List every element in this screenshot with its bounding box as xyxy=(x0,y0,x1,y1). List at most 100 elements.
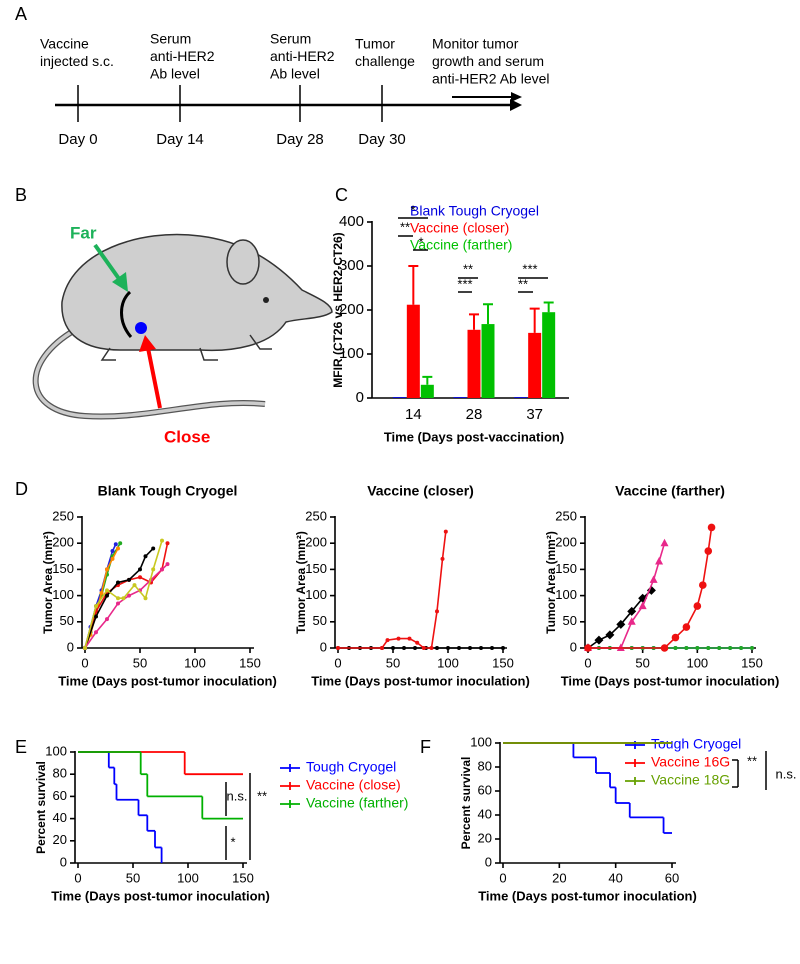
marker xyxy=(501,646,505,650)
marker xyxy=(83,646,87,650)
close-arrow xyxy=(146,347,162,409)
marker xyxy=(655,557,664,565)
marker xyxy=(479,646,483,650)
y-tick-label: 200 xyxy=(305,535,327,550)
legend-label: Vaccine (closer) xyxy=(410,220,509,236)
marker xyxy=(138,575,142,580)
x-tick-label: 0 xyxy=(499,870,506,885)
y-tick-label: 400 xyxy=(339,213,364,230)
event-label: anti-HER2 Ab level xyxy=(432,71,550,87)
marker xyxy=(94,614,98,619)
marker xyxy=(143,596,148,601)
y-tick-label: 250 xyxy=(555,508,577,523)
close-label: Close xyxy=(164,427,210,446)
error-bar xyxy=(408,265,419,305)
marker xyxy=(165,562,170,567)
y-tick-label: 250 xyxy=(52,508,74,523)
event-label: anti-HER2 xyxy=(150,48,215,64)
marker xyxy=(105,567,109,572)
marker xyxy=(429,646,434,650)
marker xyxy=(699,581,707,589)
y-tick-label: 0 xyxy=(356,389,364,406)
x-tick-label: 100 xyxy=(184,655,206,670)
y-tick-label: 20 xyxy=(53,832,67,847)
incision xyxy=(120,290,133,338)
marker xyxy=(105,588,109,593)
y-tick-label: 200 xyxy=(52,535,74,550)
x-tick-label: 0 xyxy=(584,655,591,670)
legend-label: Vaccine (close) xyxy=(306,777,401,793)
y-tick-label: 40 xyxy=(478,806,492,821)
y-tick-label: 150 xyxy=(555,561,577,576)
marker xyxy=(385,638,390,643)
marker xyxy=(684,646,689,650)
x-tick-label: 100 xyxy=(686,655,708,670)
marker xyxy=(138,567,142,572)
series-line xyxy=(84,547,154,649)
legend-label: Vaccine (farther) xyxy=(410,237,512,253)
bar xyxy=(453,397,467,398)
y-axis-label: MFIR (CT26 vs HER2-CT26) xyxy=(331,232,345,387)
significance-label: ** xyxy=(463,261,473,276)
marker xyxy=(160,567,164,572)
error-bar xyxy=(543,301,554,313)
monitor-arrowhead xyxy=(511,92,522,102)
bar xyxy=(542,312,556,398)
marker xyxy=(671,633,680,642)
x-tick-label: 150 xyxy=(741,655,763,670)
far-arrow-head xyxy=(112,272,128,292)
x-tick-label: 50 xyxy=(386,655,400,670)
x-tick-label: 28 xyxy=(466,406,483,423)
marker xyxy=(391,646,395,650)
panel-label: E xyxy=(15,737,27,757)
marker xyxy=(127,593,131,598)
y-tick-label: 60 xyxy=(478,782,492,797)
day-label: Day 0 xyxy=(58,131,97,148)
x-tick-label: 50 xyxy=(635,655,649,670)
y-tick-label: 150 xyxy=(305,561,327,576)
y-tick-label: 0 xyxy=(60,854,67,869)
chart-title: Vaccine (closer) xyxy=(367,483,474,499)
y-tick-label: 20 xyxy=(478,830,492,845)
significance-label: ** xyxy=(257,788,267,803)
legend-label: Vaccine 16G xyxy=(651,754,730,770)
marker xyxy=(415,640,420,645)
error-bar xyxy=(529,307,540,333)
significance-label: n.s. xyxy=(227,788,248,803)
significance-label: * xyxy=(410,202,415,217)
far-label: Far xyxy=(70,223,97,242)
y-axis-label: Percent survival xyxy=(34,761,48,854)
panel-label: F xyxy=(420,737,431,757)
marker xyxy=(457,646,461,650)
significance-label: * xyxy=(230,834,235,849)
bar xyxy=(420,384,434,398)
x-tick-label: 0 xyxy=(81,655,88,670)
marker xyxy=(116,580,120,585)
marker xyxy=(435,609,439,614)
chart-title: Blank Tough Cryogel xyxy=(98,483,238,499)
marker xyxy=(127,577,131,582)
series-line xyxy=(338,531,447,649)
marker xyxy=(443,529,448,534)
marker xyxy=(132,583,137,588)
marker xyxy=(605,630,615,640)
x-tick-label: 150 xyxy=(239,655,261,670)
marker xyxy=(435,646,439,650)
marker xyxy=(584,644,592,652)
marker xyxy=(468,646,472,650)
far-arrow xyxy=(93,243,124,285)
y-axis-label: Tumor Area (mm²) xyxy=(544,531,558,634)
x-tick-label: 40 xyxy=(608,870,622,885)
mouse-legs xyxy=(100,334,272,361)
y-tick-label: 0 xyxy=(570,639,577,654)
marker xyxy=(660,538,669,547)
y-tick-label: 0 xyxy=(320,639,327,654)
marker xyxy=(638,601,647,610)
marker xyxy=(728,646,733,650)
x-axis-label: Time (Days post-vaccination) xyxy=(384,429,564,444)
event-label: growth and serum xyxy=(432,53,544,69)
marker xyxy=(151,546,156,551)
marker xyxy=(693,602,702,610)
x-tick-label: 20 xyxy=(552,870,566,885)
